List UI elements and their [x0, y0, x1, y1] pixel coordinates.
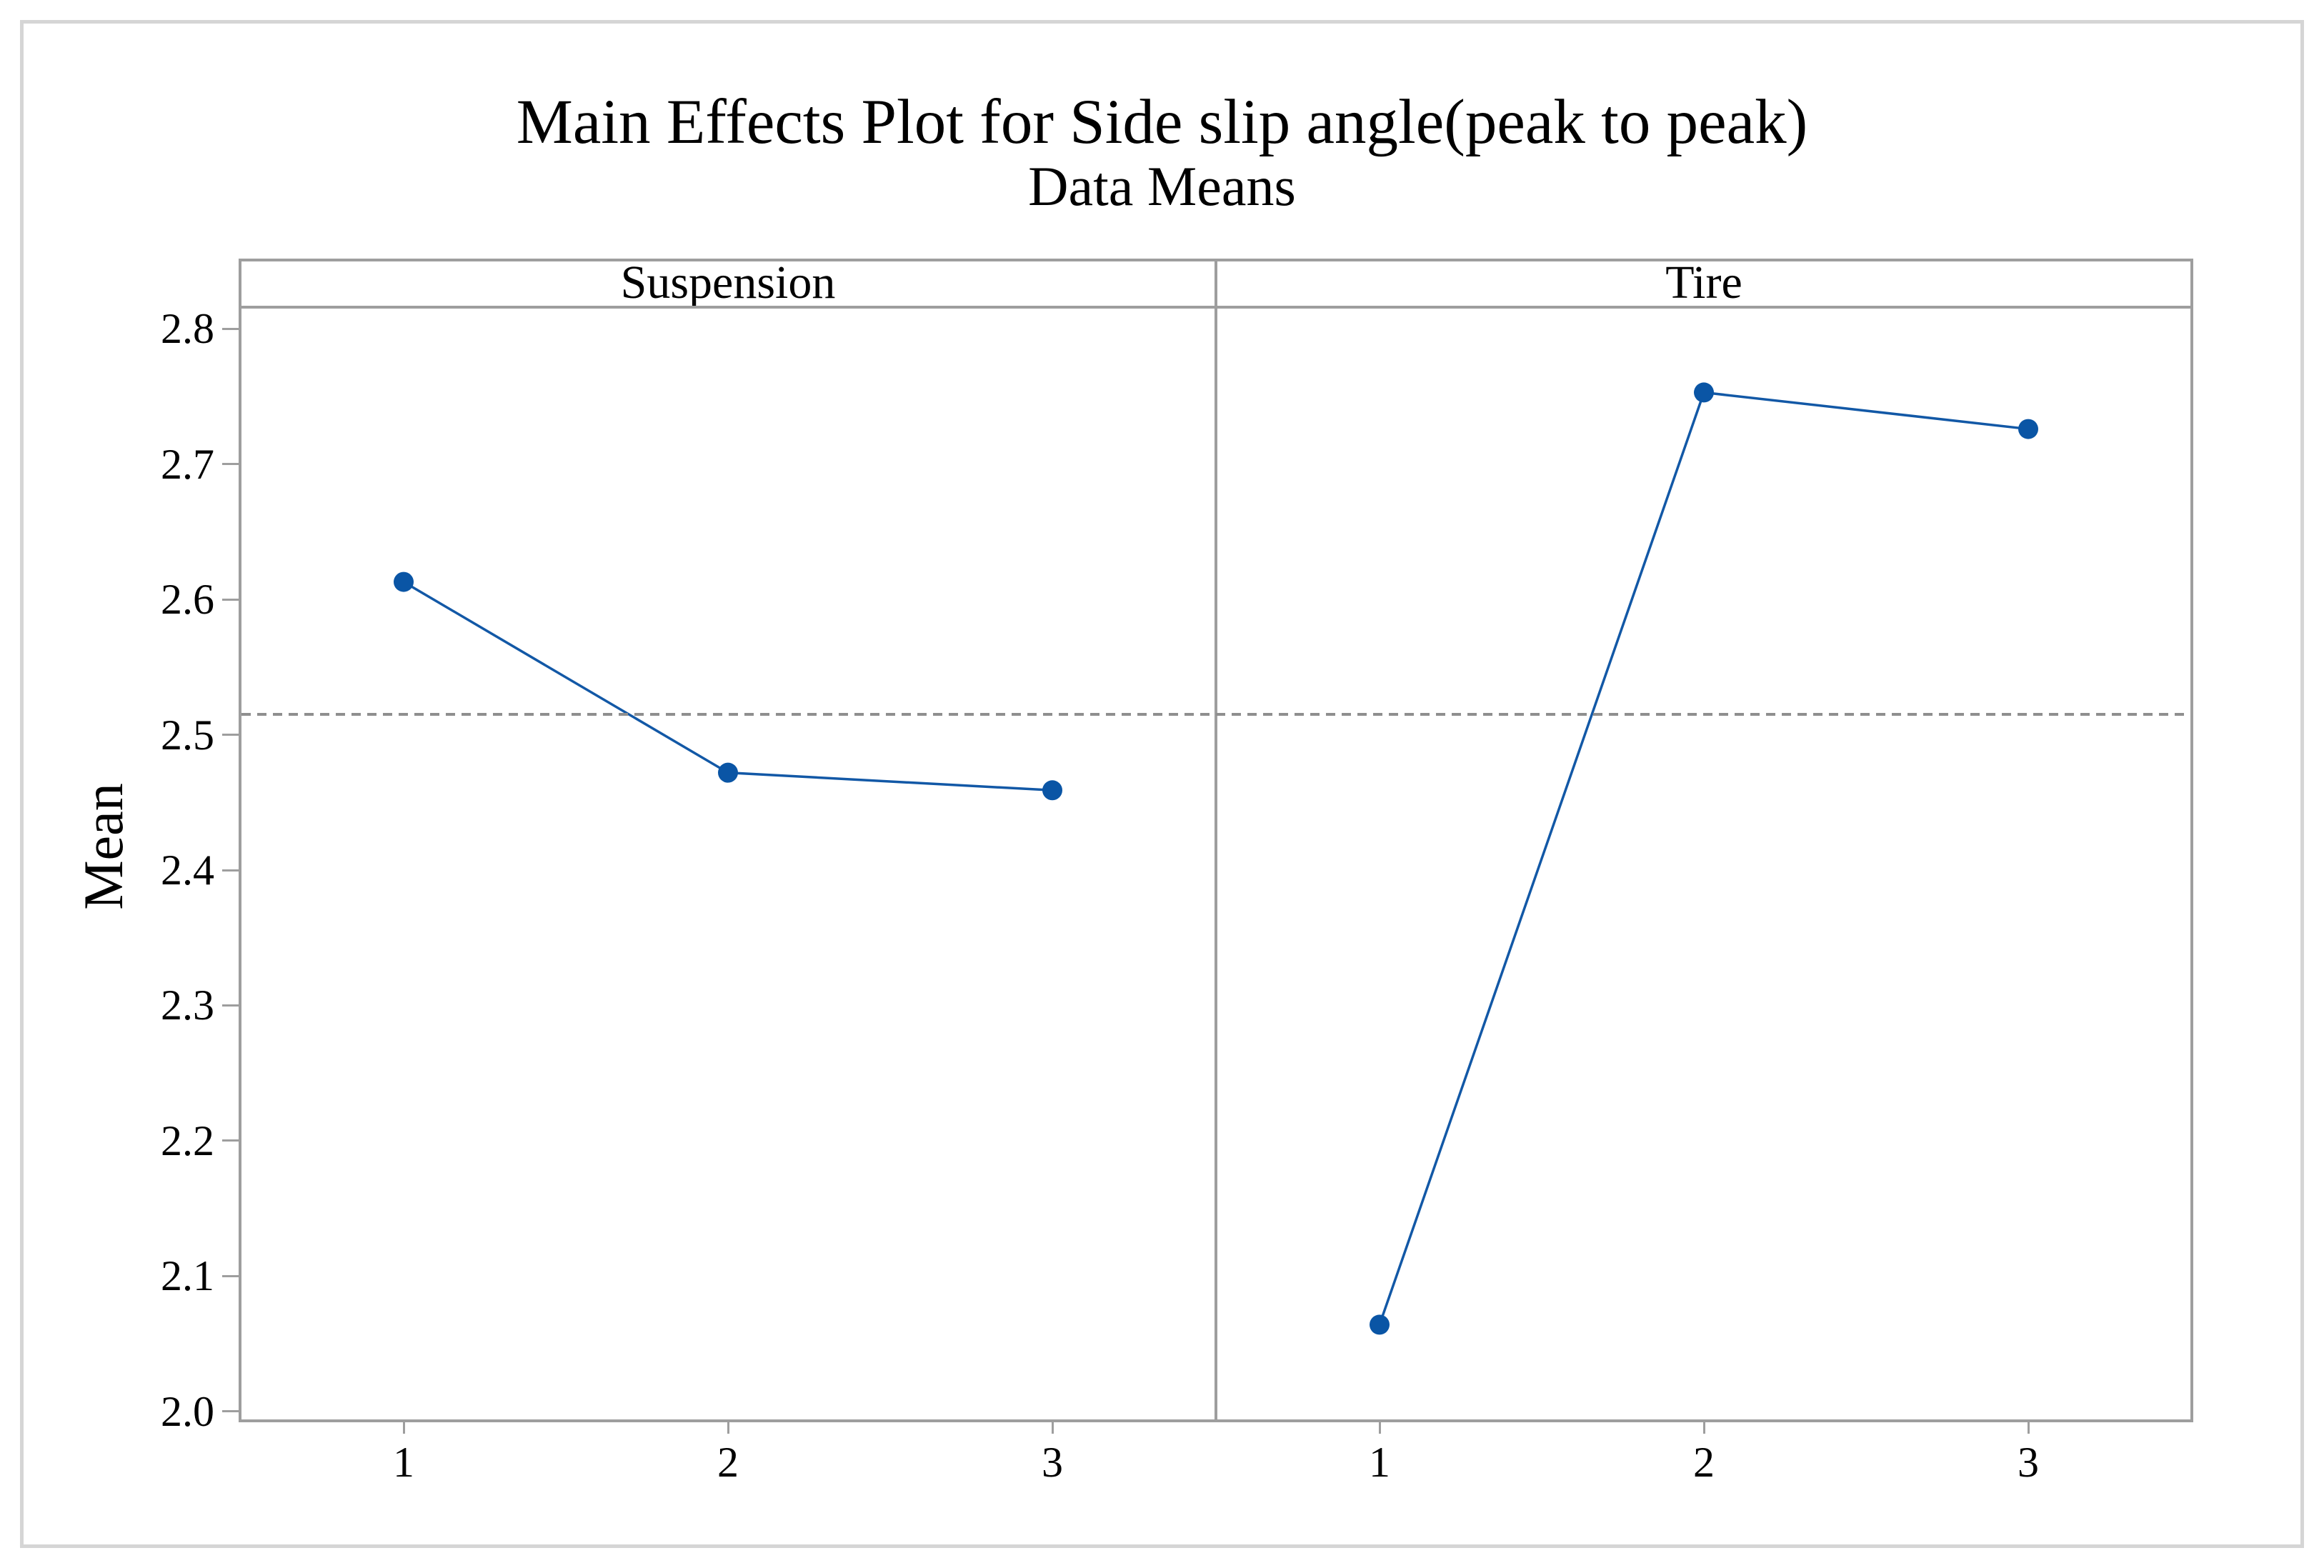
panel-header-tire: Tire [1665, 261, 1742, 306]
y-tick-label: 2.1 [161, 1252, 214, 1300]
y-tick-label: 2.6 [161, 576, 214, 624]
x-tick-label: 3 [2018, 1439, 2039, 1486]
y-tick-label: 2.0 [161, 1387, 214, 1435]
canvas-border [20, 20, 2304, 1548]
y-tick-mark [222, 1139, 239, 1142]
data-point [1370, 1314, 1390, 1335]
y-tick-label: 2.7 [161, 440, 214, 488]
x-tick-mark [1051, 1422, 1054, 1434]
panel-plot [394, 571, 1062, 801]
x-tick-mark [727, 1422, 729, 1434]
y-tick-label: 2.5 [161, 711, 214, 759]
y-tick-label: 2.3 [161, 982, 214, 1029]
y-tick-label: 2.2 [161, 1117, 214, 1164]
data-point [1694, 382, 1714, 403]
chart-title: Main Effects Plot for Side slip angle(pe… [516, 87, 1808, 157]
x-tick-label: 1 [1369, 1439, 1390, 1486]
plot-frame: Suspension Tire [239, 259, 2193, 1422]
x-tick-label: 2 [1693, 1439, 1715, 1486]
y-tick-mark [222, 734, 239, 736]
data-point [2018, 419, 2038, 439]
y-tick-mark [222, 463, 239, 466]
y-tick-label: 2.4 [161, 847, 214, 894]
x-tick-label: 2 [717, 1439, 739, 1486]
x-tick-mark [2027, 1422, 2030, 1434]
y-tick-mark [222, 327, 239, 330]
series-line [403, 581, 1053, 792]
x-tick-mark [1702, 1422, 1705, 1434]
panel-plot [1370, 382, 2038, 1335]
y-tick-mark [222, 1004, 239, 1007]
panel-suspension [241, 309, 1217, 1419]
panel-header-band: Suspension Tire [241, 261, 2190, 309]
chart-subtitle: Data Means [1028, 155, 1296, 217]
x-tick-label: 1 [393, 1439, 414, 1486]
data-point [1042, 780, 1062, 801]
grand-mean-line [241, 713, 2190, 716]
panels-area [241, 309, 2190, 1419]
y-tick-mark [222, 1410, 239, 1413]
data-point [394, 571, 414, 592]
x-tick-mark [1378, 1422, 1381, 1434]
y-tick-mark [222, 869, 239, 872]
panel-tire [1217, 309, 2190, 1419]
x-tick-mark [402, 1422, 405, 1434]
y-tick-mark [222, 1274, 239, 1277]
panel-header-suspension: Suspension [241, 261, 1217, 306]
series-line [1378, 391, 2029, 1325]
x-tick-label: 3 [1042, 1439, 1063, 1486]
y-tick-mark [222, 598, 239, 601]
y-tick-label: 2.8 [161, 305, 214, 353]
data-point [718, 762, 738, 783]
